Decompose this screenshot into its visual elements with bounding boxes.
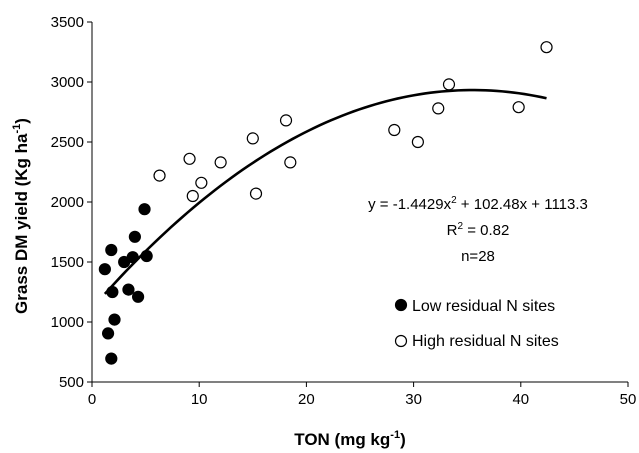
data-point-low-residual bbox=[138, 203, 151, 216]
data-point-high-residual bbox=[246, 132, 259, 145]
data-point-low-residual bbox=[105, 243, 118, 257]
legend-label-high: High residual N sites bbox=[412, 333, 559, 350]
data-point-low-residual bbox=[105, 352, 118, 365]
y-tick-label: 2500 bbox=[51, 134, 84, 151]
axes bbox=[87, 21, 629, 387]
data-point-high-residual bbox=[512, 101, 525, 114]
data-point-low-residual bbox=[126, 251, 139, 264]
data-point-low-residual bbox=[128, 230, 141, 243]
trendline bbox=[103, 88, 547, 295]
data-point-high-residual bbox=[195, 176, 208, 189]
data-point-low-residual bbox=[101, 327, 115, 340]
data-point-low-residual bbox=[122, 283, 135, 296]
r-squared-label: R2 = 0.82 bbox=[447, 221, 510, 239]
legend-marker-high bbox=[394, 334, 408, 348]
x-tick-label: 50 bbox=[620, 391, 637, 408]
data-point-high-residual bbox=[279, 114, 293, 127]
data-point-high-residual bbox=[153, 169, 166, 182]
legend-label-low: Low residual N sites bbox=[412, 298, 555, 315]
data-point-high-residual bbox=[442, 78, 456, 91]
data-point-high-residual bbox=[284, 156, 297, 169]
data-point-low-residual bbox=[98, 263, 111, 276]
data-point-high-residual bbox=[540, 41, 553, 54]
data-point-low-residual bbox=[106, 285, 119, 299]
x-tick-label: 0 bbox=[88, 391, 96, 408]
data-point-low-residual bbox=[108, 313, 121, 326]
y-axis-title: Grass DM yield (Kg ha-1) bbox=[11, 118, 31, 314]
y-tick-label: 1500 bbox=[51, 254, 84, 271]
data-point-low-residual bbox=[140, 249, 153, 263]
data-point-high-residual bbox=[411, 135, 424, 149]
data-point-high-residual bbox=[432, 102, 445, 115]
legend: Low residual N sites High residual N sit… bbox=[394, 298, 559, 350]
data-point-low-residual bbox=[131, 290, 145, 303]
data-point-high-residual bbox=[388, 123, 401, 137]
y-tick-label: 3500 bbox=[51, 14, 84, 31]
x-tick-label: 20 bbox=[298, 391, 315, 408]
data-point-high-residual bbox=[186, 189, 199, 203]
x-tick-label: 10 bbox=[191, 391, 208, 408]
y-tick-label: 1000 bbox=[51, 314, 84, 331]
data-points bbox=[98, 41, 553, 365]
sample-size-label: n=28 bbox=[461, 248, 495, 265]
trend-equation: y = -1.4429x2 + 102.48x + 1113.3 bbox=[368, 195, 588, 213]
data-point-high-residual bbox=[214, 156, 227, 169]
tick-labels: 0 10 20 30 40 50 500 1000 1500 2000 2500 3000 3500 bbox=[51, 14, 637, 408]
data-point-high-residual bbox=[183, 152, 196, 165]
x-tick-label: 40 bbox=[512, 391, 529, 408]
x-tick-label: 30 bbox=[405, 391, 422, 408]
trendline-group bbox=[103, 88, 547, 295]
data-point-high-residual bbox=[249, 187, 263, 200]
y-tick-label: 3000 bbox=[51, 74, 84, 91]
y-tick-label: 2000 bbox=[51, 194, 84, 211]
legend-marker-low bbox=[394, 298, 408, 312]
y-tick-label: 500 bbox=[59, 374, 84, 391]
x-axis-title: TON (mg kg-1) bbox=[294, 429, 405, 449]
